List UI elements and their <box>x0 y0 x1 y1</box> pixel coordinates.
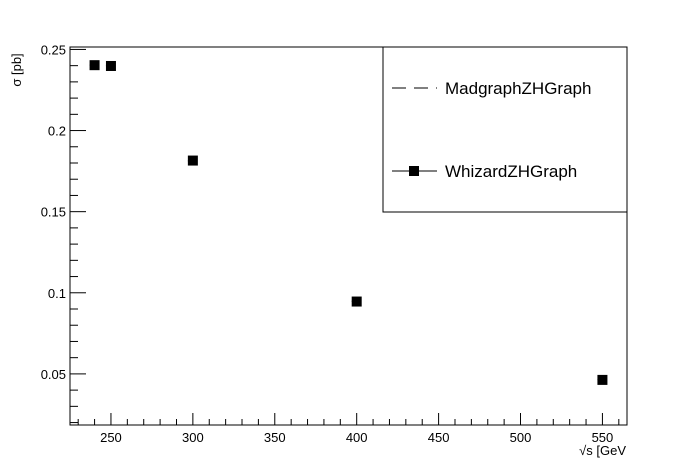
x-tick-label: 400 <box>346 430 368 445</box>
x-tick-label: 350 <box>264 430 286 445</box>
y-tick-label: 0.05 <box>41 367 66 382</box>
x-tick-label: 250 <box>100 430 122 445</box>
x-axis-label: √s [GeV <box>579 443 626 458</box>
legend-entry-whizard: WhizardZHGraph <box>392 162 577 181</box>
legend: MadgraphZHGraph WhizardZHGraph <box>382 46 628 213</box>
x-tick-label: 300 <box>182 430 204 445</box>
plot-frame <box>69 46 628 426</box>
y-tick-label: 0.15 <box>41 205 66 220</box>
y-tick-label: 0.25 <box>41 42 66 57</box>
y-tick-label: 0.1 <box>48 286 66 301</box>
legend-square-marker-icon <box>409 166 419 176</box>
whizard-marker <box>89 60 100 71</box>
x-tick-label: 550 <box>592 430 614 445</box>
axis-tick-labels: 250 300 350 400 450 500 550 0.05 0.1 0.15 0.2 0.25 <box>41 42 614 445</box>
y-tick-label: 0.2 <box>48 124 66 139</box>
axis-ticks <box>70 48 620 425</box>
legend-box <box>382 46 628 213</box>
x-tick-label: 450 <box>428 430 450 445</box>
whizard-marker <box>187 155 198 166</box>
legend-label-madgraph: MadgraphZHGraph <box>445 79 591 98</box>
whizard-marker <box>105 60 116 71</box>
data-series <box>89 60 608 385</box>
legend-entry-madgraph: MadgraphZHGraph <box>392 79 591 98</box>
y-axis-label: σ [pb] <box>9 53 24 86</box>
whizard-marker <box>597 374 608 385</box>
whizard-marker <box>351 296 362 307</box>
legend-label-whizard: WhizardZHGraph <box>445 162 577 181</box>
x-tick-label: 500 <box>510 430 532 445</box>
